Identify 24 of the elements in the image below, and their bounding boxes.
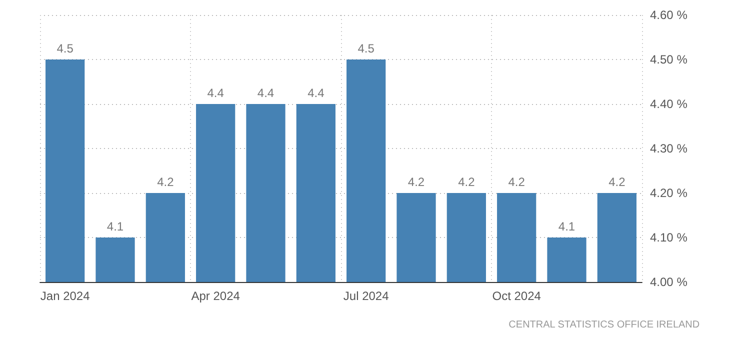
text: CENTRAL STATISTICS OFFICE IRELAND [508,320,700,330]
data-label: 4.4 [308,86,325,100]
data-label: 4.5 [358,42,375,56]
x-tick-label: Apr 2024 [191,289,240,303]
y-tick-label: 4.30 % [650,142,688,156]
y-tick-label: 4.10 % [650,230,688,244]
y-tick-label: 4.60 % [650,8,688,22]
data-label: 4.4 [257,86,274,100]
data-label: 4.1 [106,220,124,234]
data-label: 4.2 [608,175,626,189]
x-tick-label: Oct 2024 [492,289,542,303]
data-label: 4.1 [558,220,576,234]
data-label: 4.4 [207,86,224,100]
y-tick-label: 4.40 % [650,97,688,111]
data-label: 4.2 [458,175,476,189]
y-tick-label: 4.00 % [650,275,688,289]
x-tick-label: Jul 2024 [343,289,390,303]
data-label: 4.2 [408,175,425,189]
y-tick-label: 4.50 % [650,52,688,66]
data-label: 4.5 [56,42,74,56]
data-label: 4.2 [508,175,526,189]
y-tick-label: 4.20 % [650,186,688,200]
x-tick-label: Jan 2024 [40,289,90,303]
data-label: 4.2 [157,175,174,189]
